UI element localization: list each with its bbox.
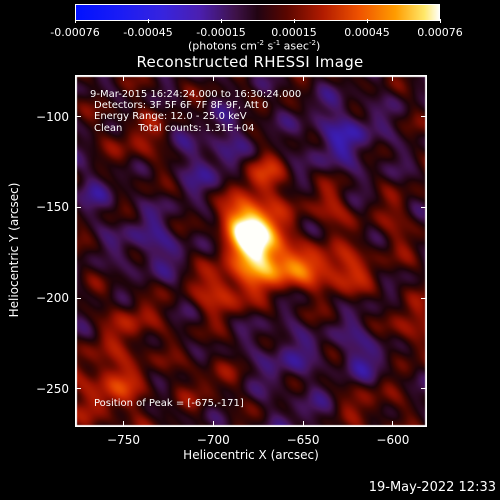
x-tick-mark bbox=[122, 75, 124, 81]
x-tick-mark bbox=[212, 421, 214, 427]
energy-range-text: Energy Range: 12.0 - 25.0 keV bbox=[94, 111, 247, 122]
x-tick-mark bbox=[392, 75, 394, 81]
y-axis-label: Heliocentric Y (arcsec) bbox=[7, 182, 21, 318]
colorbar-tick-mark bbox=[293, 19, 295, 23]
colorbar-tick-label: 0.00015 bbox=[271, 26, 317, 39]
colorbar-unit-exp: -2 bbox=[256, 39, 264, 47]
x-tick-label: −600 bbox=[376, 433, 410, 447]
y-tick-mark bbox=[421, 388, 427, 390]
x-tick-label: −750 bbox=[107, 433, 140, 447]
colorbar-tick-mark bbox=[74, 19, 76, 23]
heatmap-image bbox=[75, 75, 427, 427]
colorbar-tick-label: 0.00076 bbox=[417, 26, 463, 39]
x-tick-mark bbox=[302, 421, 304, 427]
colorbar-tick-mark bbox=[439, 19, 441, 23]
x-axis-label: Heliocentric X (arcsec) bbox=[183, 448, 319, 462]
y-tick-label: −250 bbox=[36, 381, 69, 396]
colorbar-tick-mark bbox=[147, 19, 149, 23]
colorbar-unit-part: s bbox=[263, 39, 274, 53]
y-tick-mark bbox=[75, 206, 81, 208]
colorbar-unit-exp: -2 bbox=[308, 39, 316, 47]
y-tick-mark bbox=[421, 206, 427, 208]
time-range-text: 9-Mar-2015 16:24:24.000 to 16:30:24.000 bbox=[90, 89, 302, 100]
x-tick-mark bbox=[392, 421, 394, 427]
x-tick-mark bbox=[302, 75, 304, 81]
colorbar-tick-label: -0.00076 bbox=[50, 26, 100, 39]
y-tick-label: −150 bbox=[36, 200, 69, 215]
colorbar-unit-part: asec bbox=[280, 39, 309, 53]
date-stamp: 19-May-2022 12:33 bbox=[368, 480, 496, 495]
y-tick-mark bbox=[75, 388, 81, 390]
x-tick-label: −650 bbox=[286, 433, 320, 447]
colorbar bbox=[75, 4, 440, 21]
colorbar-tick-label: 0.00045 bbox=[344, 26, 390, 39]
chart-title: Reconstructed RHESSI Image bbox=[136, 53, 364, 71]
y-tick-mark bbox=[421, 297, 427, 299]
colorbar-tick-label: -0.00045 bbox=[123, 26, 173, 39]
colorbar-tick-mark bbox=[366, 19, 368, 23]
y-tick-mark bbox=[75, 116, 81, 118]
y-tick-label: −100 bbox=[36, 109, 69, 124]
x-tick-mark bbox=[122, 421, 124, 427]
x-tick-label: −700 bbox=[196, 433, 230, 447]
x-tick-mark bbox=[212, 75, 214, 81]
y-tick-mark bbox=[75, 297, 81, 299]
colorbar-unit-label: (photons cm-2 s-1 asec-2) bbox=[188, 39, 320, 53]
detectors-text: Detectors: 3F 5F 6F 7F 8F 9F, Att 0 bbox=[94, 100, 269, 111]
colorbar-unit-part: ) bbox=[315, 39, 321, 53]
y-tick-label: −200 bbox=[36, 291, 69, 306]
clean-counts-text: Clean Total counts: 1.31E+04 bbox=[94, 123, 255, 134]
colorbar-unit-part: (photons cm bbox=[188, 39, 257, 53]
colorbar-unit-exp: -1 bbox=[273, 39, 281, 47]
colorbar-tick-mark bbox=[220, 19, 222, 23]
peak-position-text: Position of Peak = [-675,-171] bbox=[94, 398, 244, 409]
y-tick-mark bbox=[421, 116, 427, 118]
colorbar-tick-label: -0.00015 bbox=[196, 26, 246, 39]
